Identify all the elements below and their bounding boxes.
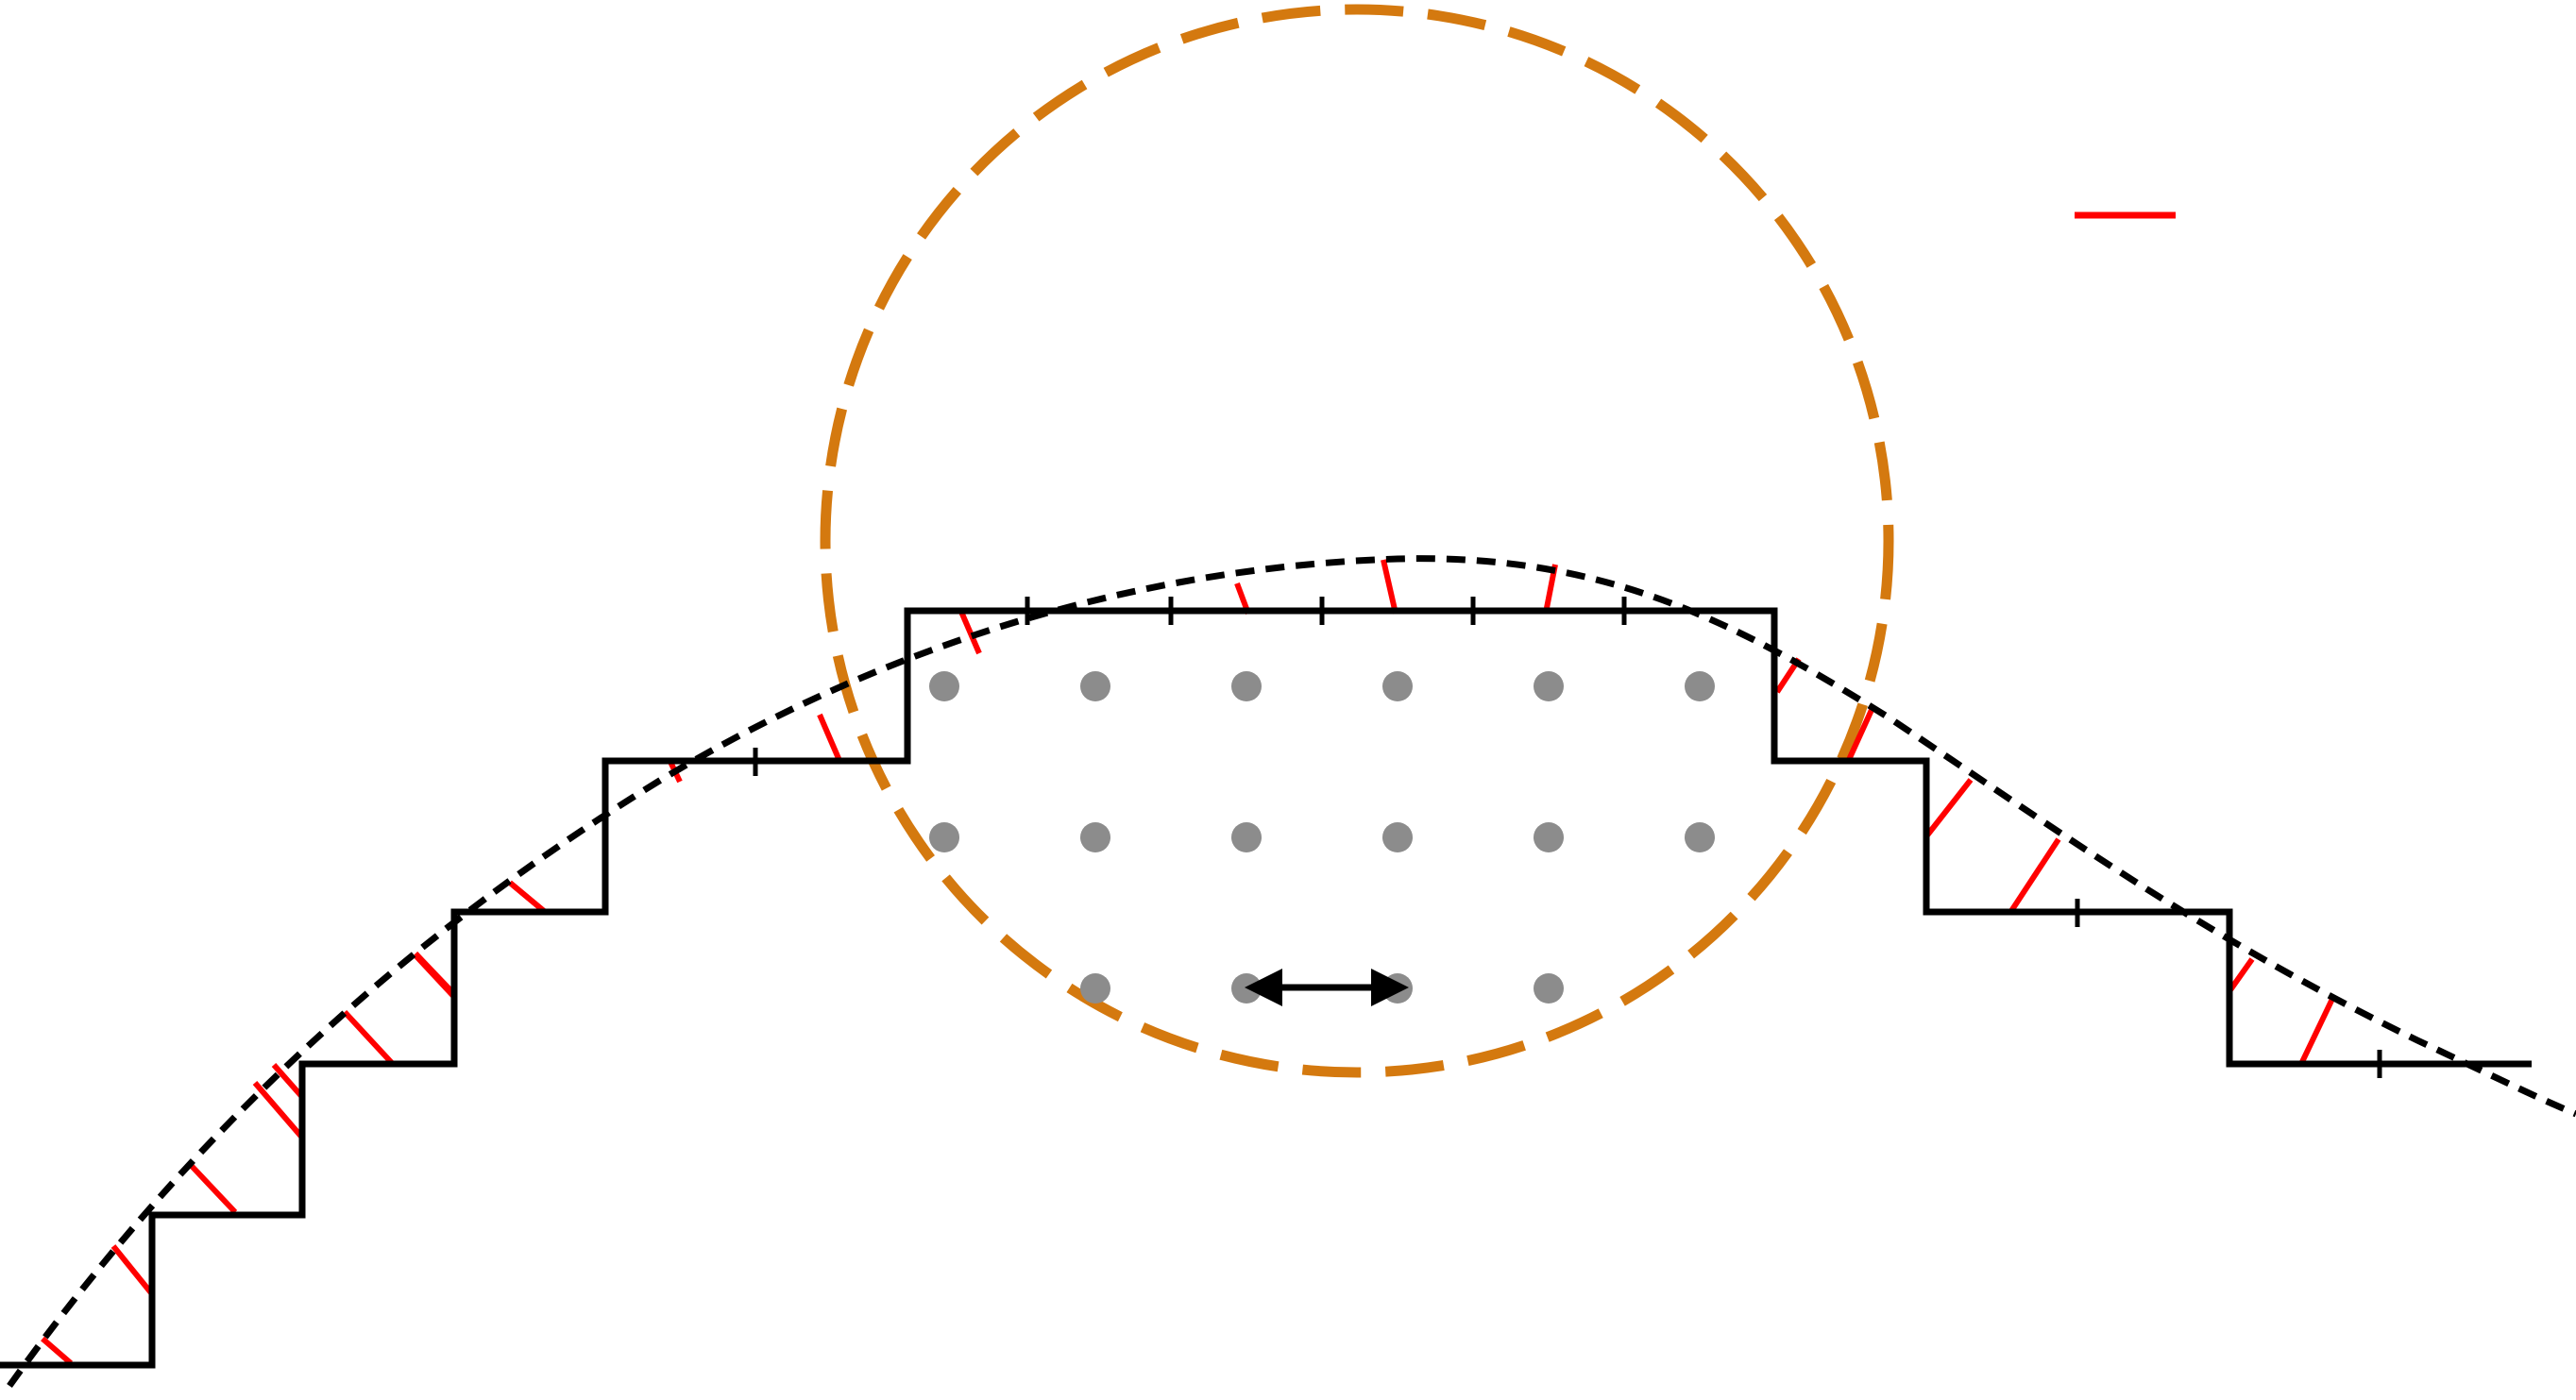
distance-segment — [2227, 957, 2255, 993]
spacing-arrow — [1245, 969, 1409, 1006]
grid-point — [1080, 822, 1110, 852]
smooth-interface-curve — [7, 555, 2576, 1389]
grid-point — [1534, 973, 1564, 1004]
distance-segment — [1381, 559, 1398, 615]
arrow-head-left — [1245, 969, 1282, 1006]
grid-point — [1534, 822, 1564, 852]
distance-segment — [1845, 708, 1874, 764]
neighborhood-circle — [820, 4, 1894, 1078]
grid-point — [929, 822, 959, 852]
arrow-head-right — [1371, 969, 1409, 1006]
staircase-ticks — [753, 597, 2382, 1078]
distance-segment — [186, 1160, 238, 1215]
distance-segment — [342, 1009, 395, 1066]
grid-points — [929, 671, 1715, 1004]
grid-point — [929, 671, 959, 701]
distance-segment — [41, 1336, 73, 1366]
grid-point — [1231, 822, 1262, 852]
grid-point — [1382, 671, 1413, 701]
distance-segment — [252, 1081, 305, 1139]
distance-segment — [817, 713, 843, 765]
grid-point — [1685, 822, 1715, 852]
distance-segment — [2007, 837, 2061, 916]
grid-point — [1534, 671, 1564, 701]
distance-segment — [958, 610, 982, 655]
distance-segment — [413, 953, 456, 999]
distance-segments — [41, 559, 2335, 1366]
grid-point — [1231, 671, 1262, 701]
distance-segment — [508, 880, 546, 914]
grid-point — [1382, 822, 1413, 852]
distance-segment — [1924, 778, 1974, 838]
grid-point — [1685, 671, 1715, 701]
grid-point — [1080, 671, 1110, 701]
distance-segment — [110, 1244, 156, 1297]
distance-segment — [2298, 997, 2335, 1066]
distance-segment — [271, 1063, 305, 1099]
grid-point — [1080, 973, 1110, 1004]
